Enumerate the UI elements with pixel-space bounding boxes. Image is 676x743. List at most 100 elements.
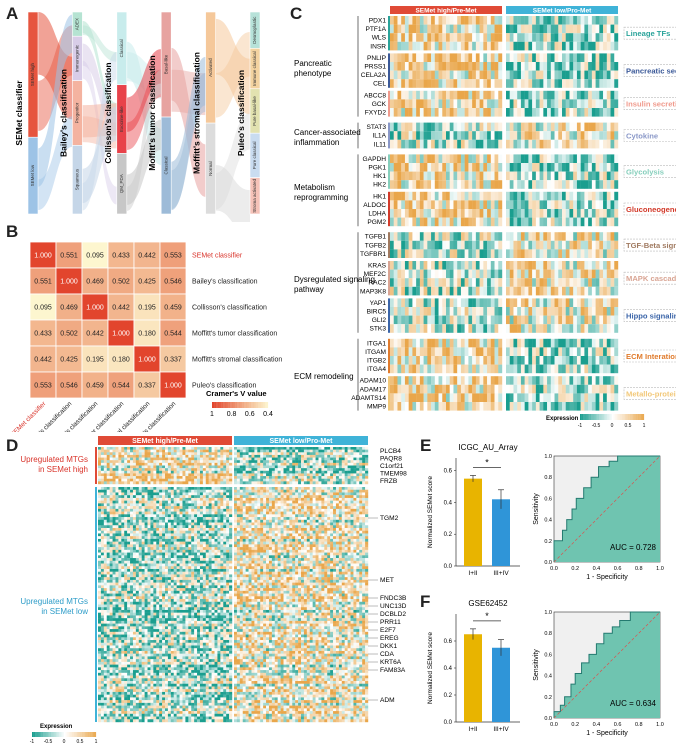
expression-cell <box>576 347 581 356</box>
expression-cell <box>434 347 439 356</box>
expression-cell <box>185 495 189 499</box>
expression-cell <box>283 462 287 466</box>
expression-cell <box>558 286 563 296</box>
expression-cell <box>506 180 510 189</box>
expression-cell <box>121 489 125 493</box>
expression-cell <box>234 473 238 477</box>
expression-cell <box>401 171 406 181</box>
expression-cell <box>591 16 596 25</box>
expression-cell <box>412 41 417 51</box>
expression-cell <box>106 462 110 466</box>
expression-cell <box>266 454 270 458</box>
expression-cell <box>202 489 206 493</box>
expression-cell <box>150 481 154 485</box>
expression-cell <box>173 506 177 510</box>
expression-cell <box>610 16 615 25</box>
expression-cell <box>353 487 357 490</box>
expression-cell <box>182 465 186 469</box>
expression-cell <box>303 478 308 482</box>
heatmap-cell <box>107 371 135 399</box>
expression-cell <box>614 269 619 279</box>
expression-cell <box>106 449 110 453</box>
expression-cell <box>442 24 447 34</box>
expression-cell <box>565 402 570 411</box>
expression-cell <box>408 200 413 209</box>
expression-cell <box>404 122 409 132</box>
expression-cell <box>427 41 432 51</box>
expression-cell <box>487 171 491 181</box>
expression-cell <box>487 286 491 296</box>
heatmap-cell <box>107 241 135 269</box>
expression-cell <box>397 384 402 394</box>
expression-cell <box>121 476 125 479</box>
expression-cell <box>365 470 369 474</box>
expression-cell <box>408 286 413 296</box>
expression-cell <box>509 402 514 411</box>
expression-cell <box>248 489 252 493</box>
expression-cell <box>494 261 499 270</box>
expression-cell <box>390 62 394 71</box>
expression-cell <box>580 315 585 325</box>
expression-cell <box>179 473 183 477</box>
expression-cell <box>513 131 518 140</box>
expression-cell <box>365 492 369 496</box>
expression-cell <box>223 508 227 512</box>
expression-cell <box>494 154 499 163</box>
expression-cell <box>595 131 600 140</box>
expression-cell <box>156 495 160 499</box>
block-label-box <box>623 129 676 142</box>
expression-cell <box>362 487 366 490</box>
expression-cell <box>404 232 409 241</box>
expression-cell <box>170 454 174 458</box>
expression-cell <box>176 468 180 471</box>
expression-cell <box>404 163 409 172</box>
expression-cell <box>397 240 402 250</box>
expression-cell <box>295 447 299 450</box>
expression-cell <box>347 452 351 456</box>
expression-cell <box>318 500 322 504</box>
expression-cell <box>535 286 540 296</box>
expression-cell <box>344 462 348 466</box>
expression-cell <box>584 217 589 227</box>
expression-cell <box>614 324 619 333</box>
expression-cell <box>330 511 334 515</box>
heatmap-cell <box>55 345 83 373</box>
stratum-label: Pure classical <box>252 142 257 170</box>
expression-cell <box>115 460 119 464</box>
expression-cell <box>498 249 503 258</box>
expression-cell <box>408 261 413 270</box>
expression-cell <box>576 278 581 287</box>
expression-cell <box>524 338 529 348</box>
expression-cell <box>591 376 596 385</box>
expression-cell <box>173 481 177 485</box>
expression-cell <box>365 497 369 501</box>
expression-cell <box>239 489 243 493</box>
expression-cell <box>393 393 398 402</box>
expression-cell <box>580 307 585 316</box>
expression-cell <box>569 278 574 287</box>
expression-cell <box>362 470 366 474</box>
expression-cell <box>487 154 491 163</box>
expression-cell <box>98 470 102 474</box>
alluvial-flow <box>171 73 206 210</box>
expression-cell <box>457 261 462 270</box>
expression-cell <box>490 53 495 62</box>
expression-cell <box>554 269 559 279</box>
expression-cell <box>173 495 177 499</box>
expression-cell <box>610 240 615 250</box>
expression-cell <box>569 24 574 34</box>
expression-cell <box>280 452 284 456</box>
expression-cell <box>558 122 563 132</box>
expression-cell <box>292 465 296 469</box>
expression-cell <box>599 108 604 117</box>
expression-cell <box>303 447 308 450</box>
expression-cell <box>295 489 299 493</box>
expression-cell <box>292 481 296 485</box>
expression-cell <box>327 452 331 456</box>
expression-cell <box>306 508 310 512</box>
expression-cell <box>427 232 432 241</box>
expression-cell <box>268 497 273 501</box>
expression-cell <box>494 249 499 258</box>
heatmap-cell-value: 0.195 <box>138 305 156 312</box>
expression-cell <box>543 200 548 209</box>
